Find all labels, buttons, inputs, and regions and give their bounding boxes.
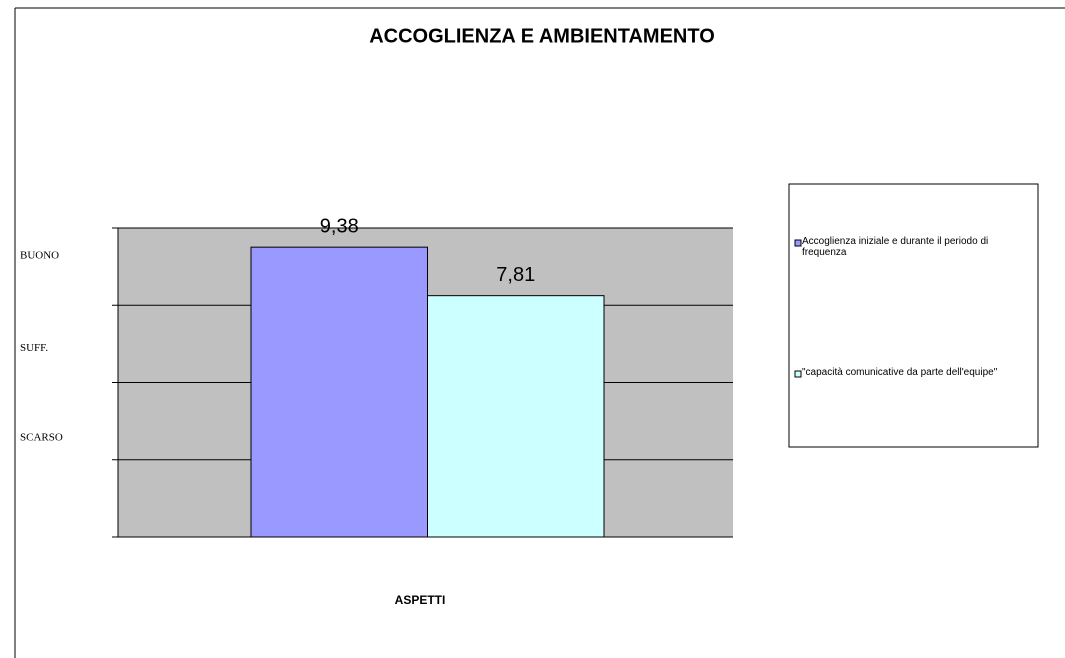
y-tick-label: SCARSO [20, 432, 63, 444]
legend-label: "capacità comunicative da parte dell'equ… [802, 367, 998, 378]
chart-title: ACCOGLIENZA E AMBIENTAMENTO [369, 25, 715, 47]
legend-swatch [794, 370, 802, 378]
legend-entry: "capacità comunicative da parte dell'equ… [802, 367, 998, 378]
legend-box [788, 183, 1039, 448]
x-axis-label: ASPETTI [395, 593, 446, 607]
value-label: 9,38 [320, 215, 359, 237]
y-tick-label: BUONO [20, 249, 59, 261]
legend-swatch [794, 239, 802, 247]
legend-label: Accoglienza iniziale e durante il period… [802, 236, 989, 258]
legend-entry: Accoglienza iniziale e durante il period… [802, 236, 989, 258]
bar [250, 246, 428, 538]
bar [427, 295, 605, 538]
value-label: 7,81 [496, 264, 535, 286]
y-tick-label: SUFF. [20, 342, 48, 354]
